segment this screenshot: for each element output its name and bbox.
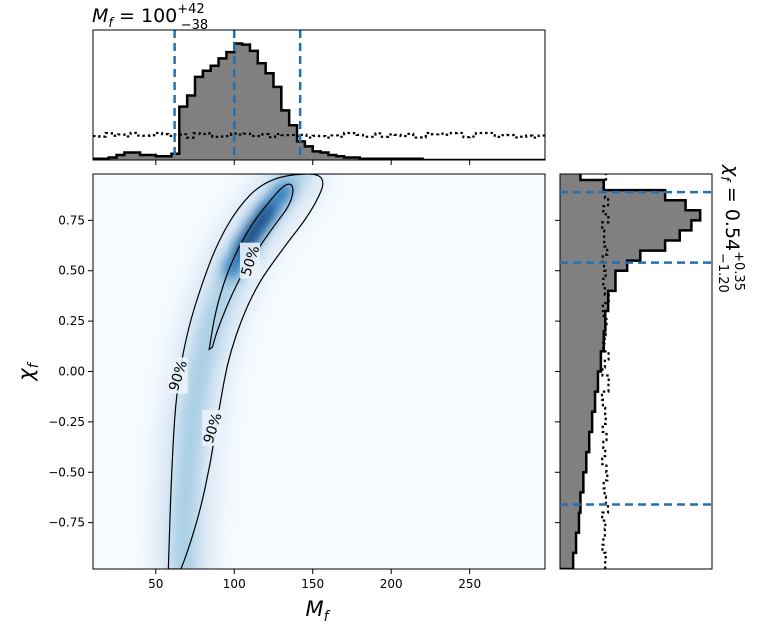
top-title: Mf = 100+42 −38 xyxy=(92,2,208,33)
contour-label-bg-0 xyxy=(239,242,260,279)
right-posterior-fill xyxy=(560,174,701,569)
y-axis-label: χf xyxy=(14,361,42,381)
contour-50pct xyxy=(208,183,294,351)
right-histogram-panel: χf = 0.54+0.35−1.20 xyxy=(555,164,746,570)
contour-label-bg-1 xyxy=(167,357,188,394)
joint-panel: 50%90%90% 50 100 150 200 250−0.75−0.50−0.250… xyxy=(14,173,546,625)
x-axis-label: Mf xyxy=(305,597,330,625)
y-tick-label-2: −0.25 xyxy=(48,415,85,429)
contour-label-bg-2 xyxy=(202,409,223,446)
x-tick-label-0: 50 xyxy=(148,577,163,591)
right-posterior-step xyxy=(560,174,702,569)
top-posterior-fill xyxy=(93,43,545,160)
top-histogram-panel: Mf = 100+42 −38 xyxy=(92,2,546,165)
right-title: χf = 0.54+0.35−1.20 xyxy=(715,164,746,293)
y-tick-label-3: 0.00 xyxy=(58,365,85,379)
x-tick-label-1: 100 xyxy=(223,577,246,591)
x-tick-label-3: 200 xyxy=(380,577,403,591)
y-tick-label-4: 0.25 xyxy=(58,314,85,328)
x-tick-label-2: 150 xyxy=(301,577,324,591)
top-prior-step xyxy=(93,131,545,139)
x-tick-label-4: 250 xyxy=(458,577,481,591)
y-tick-label-1: −0.50 xyxy=(48,465,85,479)
top-posterior-step xyxy=(93,42,545,160)
y-tick-label-5: 0.50 xyxy=(58,264,85,278)
y-tick-label-0: −0.75 xyxy=(48,516,85,530)
top-panel-frame xyxy=(92,29,546,161)
right-prior-step xyxy=(600,174,610,569)
y-tick-label-6: 0.75 xyxy=(58,213,85,227)
